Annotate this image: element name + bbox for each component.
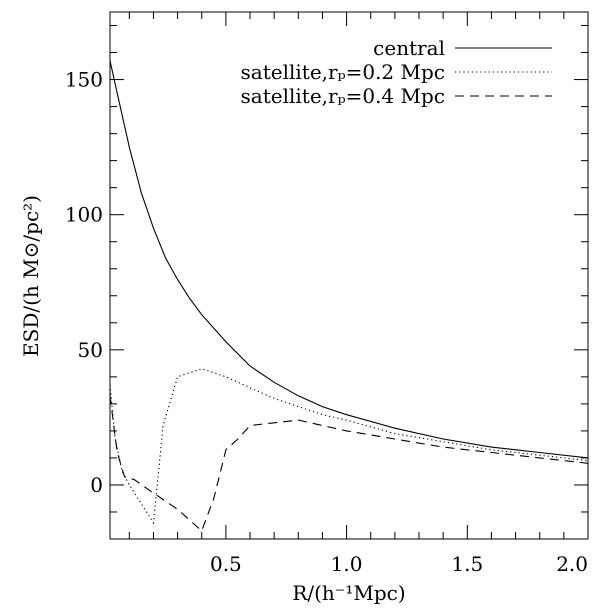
legend-label-3: satellite,rₚ=0.4 Mpc (241, 84, 445, 108)
series-line-1 (109, 60, 589, 459)
y-tick-label: 0 (90, 473, 103, 497)
y-tick-label: 50 (78, 338, 103, 362)
series-line-3 (109, 395, 589, 532)
series-line-2 (109, 368, 589, 525)
x-tick-label: 2.0 (556, 552, 588, 576)
x-axis-title: R/(h⁻¹Mpc) (292, 581, 405, 605)
x-tick-label: 0.5 (210, 552, 242, 576)
legend-label-2: satellite,rₚ=0.2 Mpc (241, 60, 445, 84)
axis-ticks (110, 12, 589, 539)
tick-labels: 0.5 1.0 1.5 2.0 0 50 100 150 (65, 68, 588, 576)
x-tick-label: 1.0 (331, 552, 363, 576)
series-lines (109, 60, 589, 532)
plot-frame (109, 11, 589, 540)
y-tick-label: 150 (65, 68, 103, 92)
x-tick-label: 1.5 (451, 552, 483, 576)
legend-label-1: central (373, 36, 445, 60)
y-axis-title: ESD/(h M⊙/pc²) (19, 195, 43, 357)
y-tick-label: 100 (65, 203, 103, 227)
